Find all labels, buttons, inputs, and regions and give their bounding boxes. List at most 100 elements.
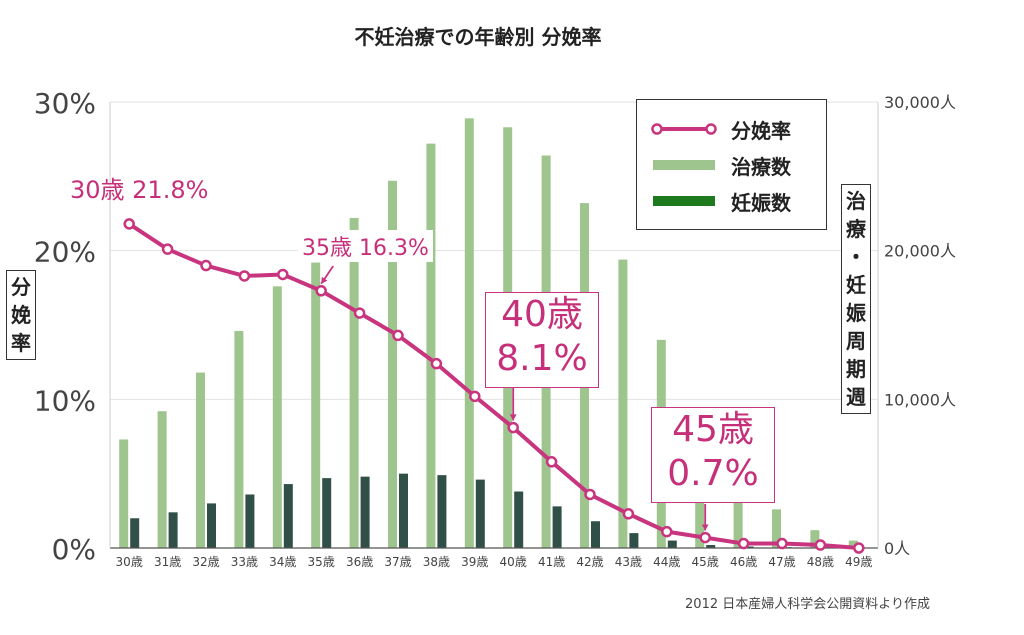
x-tick-label: 48歳 — [807, 555, 834, 569]
x-tick-label: 36歳 — [346, 555, 373, 569]
rate-point — [277, 268, 289, 281]
rate-point — [814, 539, 827, 551]
bar-treatment — [349, 217, 359, 548]
bar-pregnancy — [283, 484, 293, 548]
y-left-label-char: 分 — [11, 275, 31, 299]
annotation-35: 35歳 16.3% — [298, 230, 433, 262]
chart-title: 不妊治療での年齢別 分娩率 — [355, 25, 602, 49]
y-right-label-char: 周 — [846, 329, 866, 353]
y-right-label-char: 娠 — [846, 301, 866, 325]
legend-label: 妊娠数 — [731, 190, 791, 215]
y-right-label-char: ・ — [846, 245, 866, 269]
legend-item-rate: 分娩率 — [651, 114, 791, 144]
x-tick-label: 45歳 — [692, 555, 719, 569]
x-tick-label: 34歳 — [269, 555, 296, 569]
annotation-40-age: 40歳 — [501, 294, 583, 335]
bar-pregnancy — [322, 478, 332, 548]
bar-treatment — [426, 143, 436, 549]
bar-treatment — [234, 330, 244, 548]
x-tick-label: 49歳 — [845, 555, 872, 569]
y-right-tick-label: 20,000人 — [884, 242, 956, 261]
bar-treatment — [733, 481, 743, 548]
bar-pregnancy — [207, 503, 216, 548]
annotation-40-rate: 8.1% — [496, 338, 588, 379]
y-left-tick-label: 20% — [34, 236, 96, 269]
bar-pregnancy — [130, 518, 140, 548]
x-tick-label: 43歳 — [615, 555, 642, 569]
rate-point — [161, 243, 174, 255]
x-tick-label: 40歳 — [500, 555, 527, 569]
rate-point — [238, 270, 251, 282]
annotation-30: 30歳 21.8% — [70, 176, 209, 204]
x-tick-label: 41歳 — [538, 555, 565, 569]
line-series — [123, 218, 865, 554]
x-tick-label: 38歳 — [423, 555, 450, 569]
rate-point — [622, 508, 635, 520]
bar-treatment — [848, 540, 858, 548]
bar-treatment — [272, 286, 282, 548]
bar-treatment — [618, 259, 628, 548]
bar-pregnancy — [168, 512, 178, 548]
x-tick-label: 33歳 — [231, 555, 258, 569]
annotation-40: 40歳 8.1% — [485, 292, 599, 388]
x-tick-label: 44歳 — [653, 555, 680, 569]
rate-point — [469, 390, 481, 403]
y-right-label-char: 妊 — [846, 273, 866, 297]
axes: 0% 10% 20% 30% 0人 10,000人 20,000人 30,000人 30歳 31歳… — [34, 87, 956, 569]
legend-label: 治療数 — [731, 154, 791, 179]
bar-pregnancy — [552, 506, 562, 548]
bar-treatment — [119, 439, 129, 548]
x-tick-label: 42歳 — [576, 555, 603, 569]
y-left-tick-label: 30% — [34, 87, 96, 120]
rate-point — [392, 329, 404, 342]
rate-point — [123, 218, 135, 230]
legend-bar-swatch — [653, 160, 715, 170]
y-left-tick-label: 0% — [52, 533, 96, 566]
arrow-40-head — [509, 414, 517, 421]
bar-pregnancy — [475, 479, 485, 548]
bar-pregnancy — [744, 546, 754, 548]
annotation-45: 45歳 0.7% — [651, 407, 775, 503]
bar-pregnancy — [591, 521, 600, 548]
bar-pregnancy — [514, 491, 524, 548]
y-right-tick-label: 10,000人 — [884, 390, 956, 409]
legend-item-treatments: 治療数 — [651, 150, 791, 180]
arrow-35-head — [321, 276, 328, 284]
source-note: 2012 日本産婦人科学会公開資料より作成 — [685, 596, 930, 612]
x-tick-label: 47歳 — [768, 555, 795, 569]
bar-pregnancy — [667, 540, 677, 548]
rate-line — [128, 222, 859, 550]
x-tick-label: 31歳 — [154, 555, 181, 569]
y-left-label: 分 娩 率 — [6, 270, 36, 360]
legend-bar-swatch — [653, 196, 715, 206]
y-right-label-char: 療 — [846, 217, 866, 241]
x-tick-label: 46歳 — [730, 555, 757, 569]
rate-point — [507, 421, 519, 434]
bar-pregnancy — [360, 476, 370, 548]
bar-treatment — [464, 118, 474, 548]
rate-point — [545, 456, 558, 468]
x-tick-label: 39歳 — [461, 555, 488, 569]
y-left-tick-label: 10% — [34, 384, 96, 417]
rate-point — [853, 542, 865, 554]
rate-point — [776, 537, 788, 550]
y-right-label-char: 治 — [846, 189, 866, 213]
y-left-label-char: 率 — [11, 331, 31, 355]
rate-point — [200, 259, 212, 272]
rate-point — [699, 531, 711, 544]
rate-point — [661, 525, 673, 538]
x-tick-label: 35歳 — [308, 555, 335, 569]
bar-pregnancy — [629, 533, 639, 548]
bar-pregnancy — [437, 475, 447, 548]
y-right-tick-label: 0人 — [884, 539, 910, 558]
x-tick-label: 37歳 — [384, 555, 411, 569]
y-right-tick-label: 30,000人 — [884, 93, 956, 112]
rate-point — [584, 488, 596, 501]
annotation-45-age: 45歳 — [672, 409, 754, 450]
annotation-arrows — [320, 265, 709, 531]
bar-pregnancy — [706, 545, 716, 548]
rate-point — [353, 307, 366, 319]
legend-line-marker — [651, 123, 717, 135]
bar-pregnancy — [245, 494, 255, 548]
legend-label: 分娩率 — [731, 118, 791, 143]
